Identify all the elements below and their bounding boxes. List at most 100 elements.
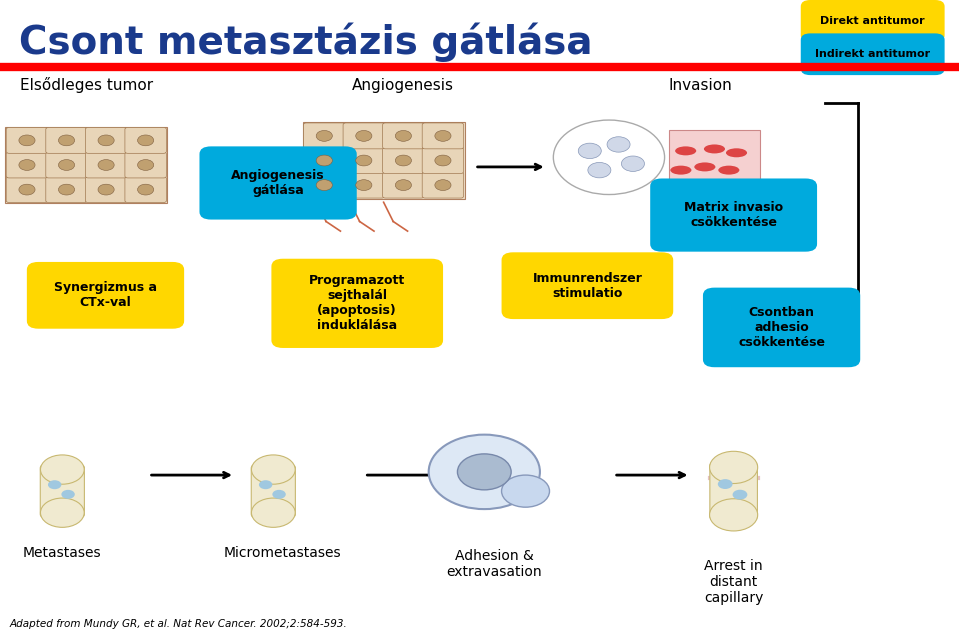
Circle shape [40, 498, 84, 527]
FancyBboxPatch shape [125, 152, 167, 178]
FancyBboxPatch shape [125, 177, 167, 203]
FancyBboxPatch shape [303, 123, 345, 149]
Text: Immunrendszer
stimulatio: Immunrendszer stimulatio [532, 272, 643, 300]
Circle shape [137, 135, 153, 146]
Text: Invasion: Invasion [668, 78, 732, 93]
FancyBboxPatch shape [383, 123, 424, 149]
FancyBboxPatch shape [271, 259, 443, 348]
FancyBboxPatch shape [422, 172, 464, 198]
Circle shape [19, 160, 35, 170]
Circle shape [621, 156, 644, 171]
FancyBboxPatch shape [6, 177, 48, 203]
Circle shape [98, 135, 114, 146]
Text: Programazott
sejthalál
(apoptosis)
induklálása: Programazott sejthalál (apoptosis) induk… [309, 274, 406, 333]
Text: Indirekt antitumor: Indirekt antitumor [815, 49, 930, 59]
Circle shape [395, 130, 411, 141]
FancyBboxPatch shape [703, 288, 860, 367]
Text: Arrest in
distant
capillary: Arrest in distant capillary [704, 559, 763, 605]
Circle shape [434, 155, 451, 166]
FancyBboxPatch shape [5, 127, 168, 203]
FancyBboxPatch shape [502, 252, 673, 319]
Circle shape [457, 454, 511, 490]
FancyBboxPatch shape [422, 148, 464, 173]
Circle shape [58, 160, 75, 170]
Text: Micrometastases: Micrometastases [224, 546, 341, 560]
Circle shape [607, 137, 630, 152]
FancyBboxPatch shape [343, 148, 385, 173]
Circle shape [61, 490, 75, 499]
Ellipse shape [670, 166, 691, 175]
FancyBboxPatch shape [85, 177, 127, 203]
FancyBboxPatch shape [6, 127, 48, 153]
FancyBboxPatch shape [303, 123, 465, 199]
FancyBboxPatch shape [710, 462, 758, 520]
Text: Adhesion &
extravasation: Adhesion & extravasation [446, 549, 542, 579]
Circle shape [578, 143, 601, 159]
Circle shape [137, 184, 153, 195]
Text: Angiogenesis: Angiogenesis [352, 78, 454, 93]
Circle shape [356, 180, 372, 191]
Circle shape [502, 475, 550, 507]
FancyBboxPatch shape [669, 130, 760, 181]
FancyBboxPatch shape [303, 148, 345, 173]
Circle shape [356, 130, 372, 141]
FancyBboxPatch shape [383, 148, 424, 173]
Circle shape [553, 120, 665, 195]
Circle shape [98, 160, 114, 170]
Circle shape [429, 435, 540, 509]
Text: Csontban
adhesio
csökkentése: Csontban adhesio csökkentése [738, 306, 825, 349]
FancyBboxPatch shape [85, 127, 127, 153]
Circle shape [251, 498, 295, 527]
FancyBboxPatch shape [46, 177, 87, 203]
FancyBboxPatch shape [801, 33, 945, 75]
Circle shape [98, 184, 114, 195]
FancyBboxPatch shape [383, 172, 424, 198]
FancyBboxPatch shape [422, 123, 464, 149]
Ellipse shape [694, 162, 715, 171]
FancyBboxPatch shape [343, 172, 385, 198]
Text: Metastases: Metastases [23, 546, 102, 560]
Circle shape [395, 155, 411, 166]
Circle shape [58, 135, 75, 146]
Circle shape [434, 180, 451, 191]
Ellipse shape [726, 148, 747, 157]
Circle shape [710, 499, 758, 531]
Text: Synergizmus a
CTx-val: Synergizmus a CTx-val [54, 281, 157, 309]
FancyBboxPatch shape [343, 123, 385, 149]
FancyBboxPatch shape [251, 465, 295, 517]
Text: Elsődleges tumor: Elsődleges tumor [20, 77, 152, 93]
Circle shape [137, 160, 153, 170]
Circle shape [434, 130, 451, 141]
Circle shape [19, 184, 35, 195]
Circle shape [710, 451, 758, 483]
Circle shape [316, 180, 333, 191]
Circle shape [733, 490, 747, 499]
Ellipse shape [675, 146, 696, 155]
Circle shape [395, 180, 411, 191]
Ellipse shape [718, 166, 739, 175]
FancyBboxPatch shape [85, 152, 127, 178]
FancyBboxPatch shape [6, 152, 48, 178]
Ellipse shape [704, 144, 725, 153]
Circle shape [316, 155, 333, 166]
FancyBboxPatch shape [199, 146, 357, 220]
FancyBboxPatch shape [801, 0, 945, 42]
Circle shape [19, 135, 35, 146]
FancyBboxPatch shape [46, 127, 87, 153]
Circle shape [272, 490, 286, 499]
FancyBboxPatch shape [46, 152, 87, 178]
Circle shape [717, 479, 733, 489]
FancyBboxPatch shape [650, 178, 817, 252]
Circle shape [58, 184, 75, 195]
FancyBboxPatch shape [303, 172, 345, 198]
Text: Adapted from Mundy GR, et al. Nat Rev Cancer. 2002;2:584-593.: Adapted from Mundy GR, et al. Nat Rev Ca… [10, 619, 347, 629]
Circle shape [588, 162, 611, 178]
FancyBboxPatch shape [27, 262, 184, 329]
Circle shape [48, 480, 61, 489]
Circle shape [316, 130, 333, 141]
Text: Angiogenesis
gátlása: Angiogenesis gátlása [231, 169, 325, 197]
Text: Matrix invasio
csökkentése: Matrix invasio csökkentése [684, 201, 784, 229]
Circle shape [259, 480, 272, 489]
Text: Direkt antitumor: Direkt antitumor [820, 16, 925, 26]
FancyBboxPatch shape [125, 127, 167, 153]
